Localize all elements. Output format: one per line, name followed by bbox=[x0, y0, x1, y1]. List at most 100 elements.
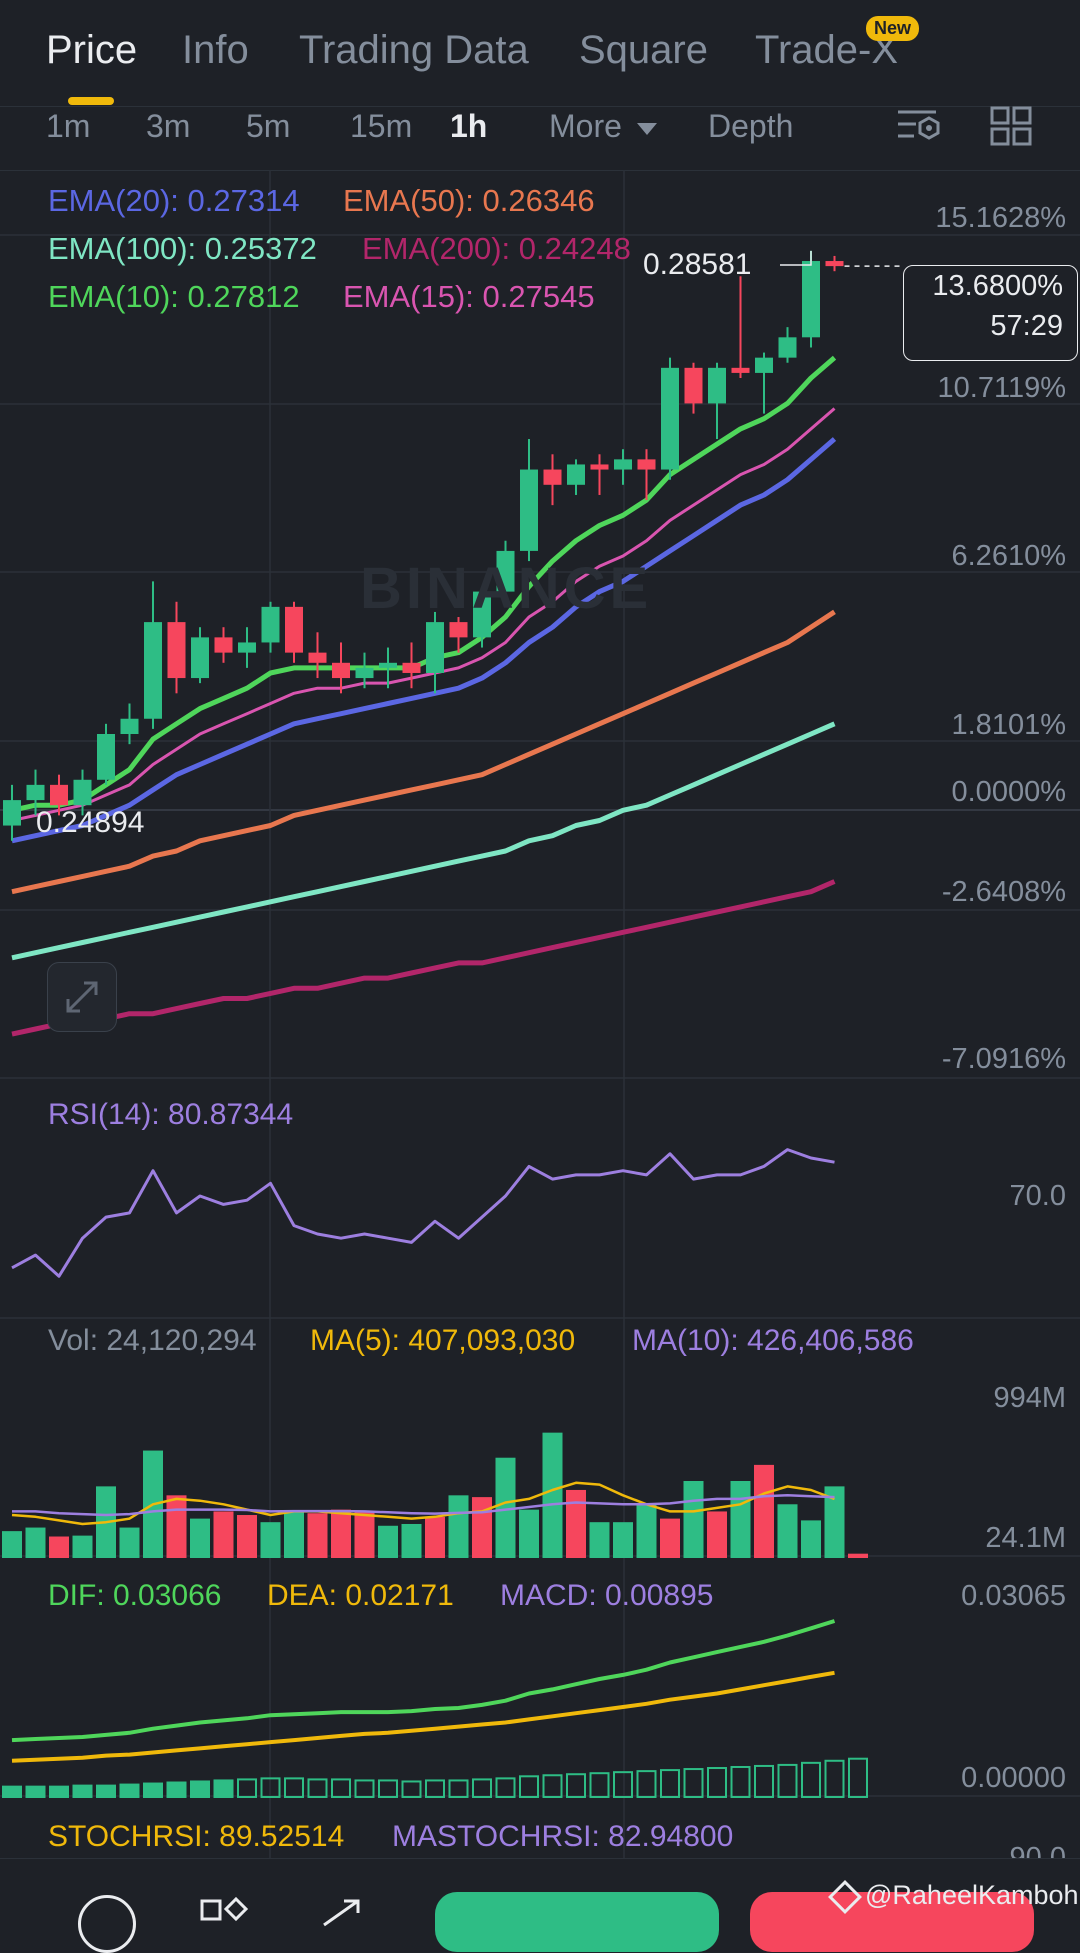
tab-price[interactable]: Price bbox=[46, 28, 138, 72]
volume-bar bbox=[636, 1504, 657, 1558]
volume-bar bbox=[754, 1464, 774, 1558]
macd-histogram-bar bbox=[25, 1785, 46, 1799]
volume-axis-top: 994M bbox=[993, 1382, 1066, 1414]
volume-bar bbox=[260, 1522, 281, 1558]
macd-histogram-bar bbox=[566, 1773, 586, 1798]
volume-bar bbox=[284, 1511, 304, 1558]
candle-body bbox=[191, 637, 209, 679]
share-icon[interactable] bbox=[318, 1897, 370, 1932]
more-label: More bbox=[549, 108, 622, 144]
macd-histogram-bar bbox=[213, 1779, 234, 1798]
macd-histogram-bar bbox=[72, 1784, 93, 1798]
ema10-legend: EMA(10): 0.27812 bbox=[48, 279, 300, 314]
ema100-line bbox=[11, 721, 836, 961]
timeframe-1m[interactable]: 1m bbox=[46, 108, 91, 144]
macd-histogram-bar bbox=[777, 1763, 798, 1799]
layout-grid-icon[interactable] bbox=[990, 106, 1032, 151]
expand-icon bbox=[66, 981, 98, 1013]
macd-histogram-bar bbox=[401, 1780, 422, 1798]
timeframe-3m[interactable]: 3m bbox=[146, 108, 191, 144]
volume-bar bbox=[472, 1497, 492, 1558]
volume-ma5-line bbox=[11, 1481, 835, 1526]
price-axis-label: 1.8101% bbox=[951, 709, 1067, 741]
volume-ma5-legend: MA(5): 407,093,030 bbox=[310, 1324, 576, 1357]
volume-bar bbox=[519, 1509, 539, 1558]
kline-chart[interactable] bbox=[0, 170, 1080, 1860]
candle-body bbox=[473, 591, 491, 638]
candle-body bbox=[825, 261, 844, 267]
candle-body bbox=[520, 469, 538, 551]
macd-dif-line bbox=[11, 1619, 836, 1743]
price-axis-label: -2.6408% bbox=[941, 876, 1066, 908]
macd-histogram-bar bbox=[143, 1782, 163, 1799]
ema200-line bbox=[11, 879, 836, 1037]
high-price-marker: 0.28581 bbox=[643, 248, 752, 281]
ema10-line bbox=[11, 355, 837, 813]
macd-dif-legend: DIF: 0.03066 bbox=[48, 1579, 222, 1612]
high-marker-line bbox=[780, 250, 812, 266]
new-badge: New bbox=[866, 16, 920, 41]
tab-square[interactable]: Square bbox=[579, 28, 708, 72]
tab-info[interactable]: Info bbox=[182, 28, 249, 72]
candle-body bbox=[543, 469, 562, 485]
timeframe-1h[interactable]: 1h bbox=[450, 108, 488, 144]
candle-body bbox=[3, 800, 21, 826]
price-axis-label: 15.1628% bbox=[935, 202, 1066, 234]
macd-dea-legend: DEA: 0.02171 bbox=[267, 1579, 454, 1612]
macd-histogram-bar bbox=[636, 1770, 657, 1798]
macd-histogram-bar bbox=[2, 1785, 22, 1799]
candle-body bbox=[308, 652, 327, 663]
timeframe-5m[interactable]: 5m bbox=[246, 108, 291, 144]
macd-histogram-bar bbox=[190, 1780, 210, 1798]
candle-body bbox=[379, 662, 397, 668]
more-timeframes-button[interactable]: More bbox=[549, 108, 657, 145]
volume-bar bbox=[777, 1504, 798, 1558]
candle-body bbox=[238, 642, 256, 653]
macd-axis-top: 0.03065 bbox=[961, 1580, 1066, 1612]
volume-bar bbox=[331, 1509, 351, 1558]
candle-body bbox=[755, 357, 773, 373]
volume-bar bbox=[707, 1511, 727, 1558]
more-options-icon[interactable] bbox=[78, 1895, 136, 1953]
volume-ma10-legend: MA(10): 426,406,586 bbox=[632, 1324, 914, 1357]
candle-body bbox=[261, 606, 280, 643]
volume-bar bbox=[425, 1516, 445, 1558]
rsi-axis-label: 70.0 bbox=[1009, 1180, 1066, 1212]
tab-trading-data[interactable]: Trading Data bbox=[299, 28, 529, 72]
volume-ma10-line bbox=[12, 1494, 835, 1517]
candle-body bbox=[567, 464, 585, 485]
ema15-legend: EMA(15): 0.27545 bbox=[343, 279, 595, 314]
top-tab-bar: Price Info Trading Data Square Trade-X N… bbox=[0, 0, 1080, 107]
fullscreen-button[interactable] bbox=[47, 962, 117, 1032]
candle-body bbox=[144, 622, 162, 719]
macd-histogram-bar bbox=[378, 1779, 398, 1798]
macd-histogram-bar bbox=[848, 1757, 868, 1798]
volume-bar bbox=[683, 1480, 704, 1558]
volume-bar bbox=[566, 1489, 586, 1558]
macd-histogram-bar bbox=[448, 1779, 469, 1798]
volume-bar bbox=[495, 1457, 516, 1558]
volume-bar bbox=[354, 1511, 375, 1558]
volume-bar bbox=[542, 1432, 563, 1558]
timeframe-15m[interactable]: 15m bbox=[350, 108, 413, 144]
rsi-line bbox=[11, 1148, 835, 1278]
volume-bar bbox=[72, 1535, 93, 1558]
binance-logo-icon bbox=[828, 1879, 862, 1914]
candle-body bbox=[778, 337, 797, 358]
depth-button[interactable]: Depth bbox=[708, 108, 794, 144]
price-axis-label: -7.0916% bbox=[941, 1043, 1066, 1075]
macd-histogram-bar bbox=[589, 1772, 610, 1798]
buy-button[interactable] bbox=[435, 1892, 719, 1952]
ema50-line bbox=[11, 609, 836, 895]
volume-bar bbox=[660, 1518, 680, 1558]
macd-histogram-bar bbox=[801, 1761, 821, 1798]
price-axis-label: 6.2610% bbox=[951, 540, 1067, 572]
volume-bar bbox=[237, 1515, 257, 1558]
candle-body bbox=[402, 662, 421, 673]
macd-histogram-bar bbox=[307, 1778, 328, 1799]
markets-icon[interactable] bbox=[200, 1896, 252, 1932]
toolbar-divider bbox=[0, 170, 1080, 171]
macd-histogram-bar bbox=[49, 1785, 69, 1799]
indicator-settings-icon[interactable] bbox=[896, 106, 942, 151]
attribution-watermark: @RaheelKamboh bbox=[828, 1879, 1079, 1914]
